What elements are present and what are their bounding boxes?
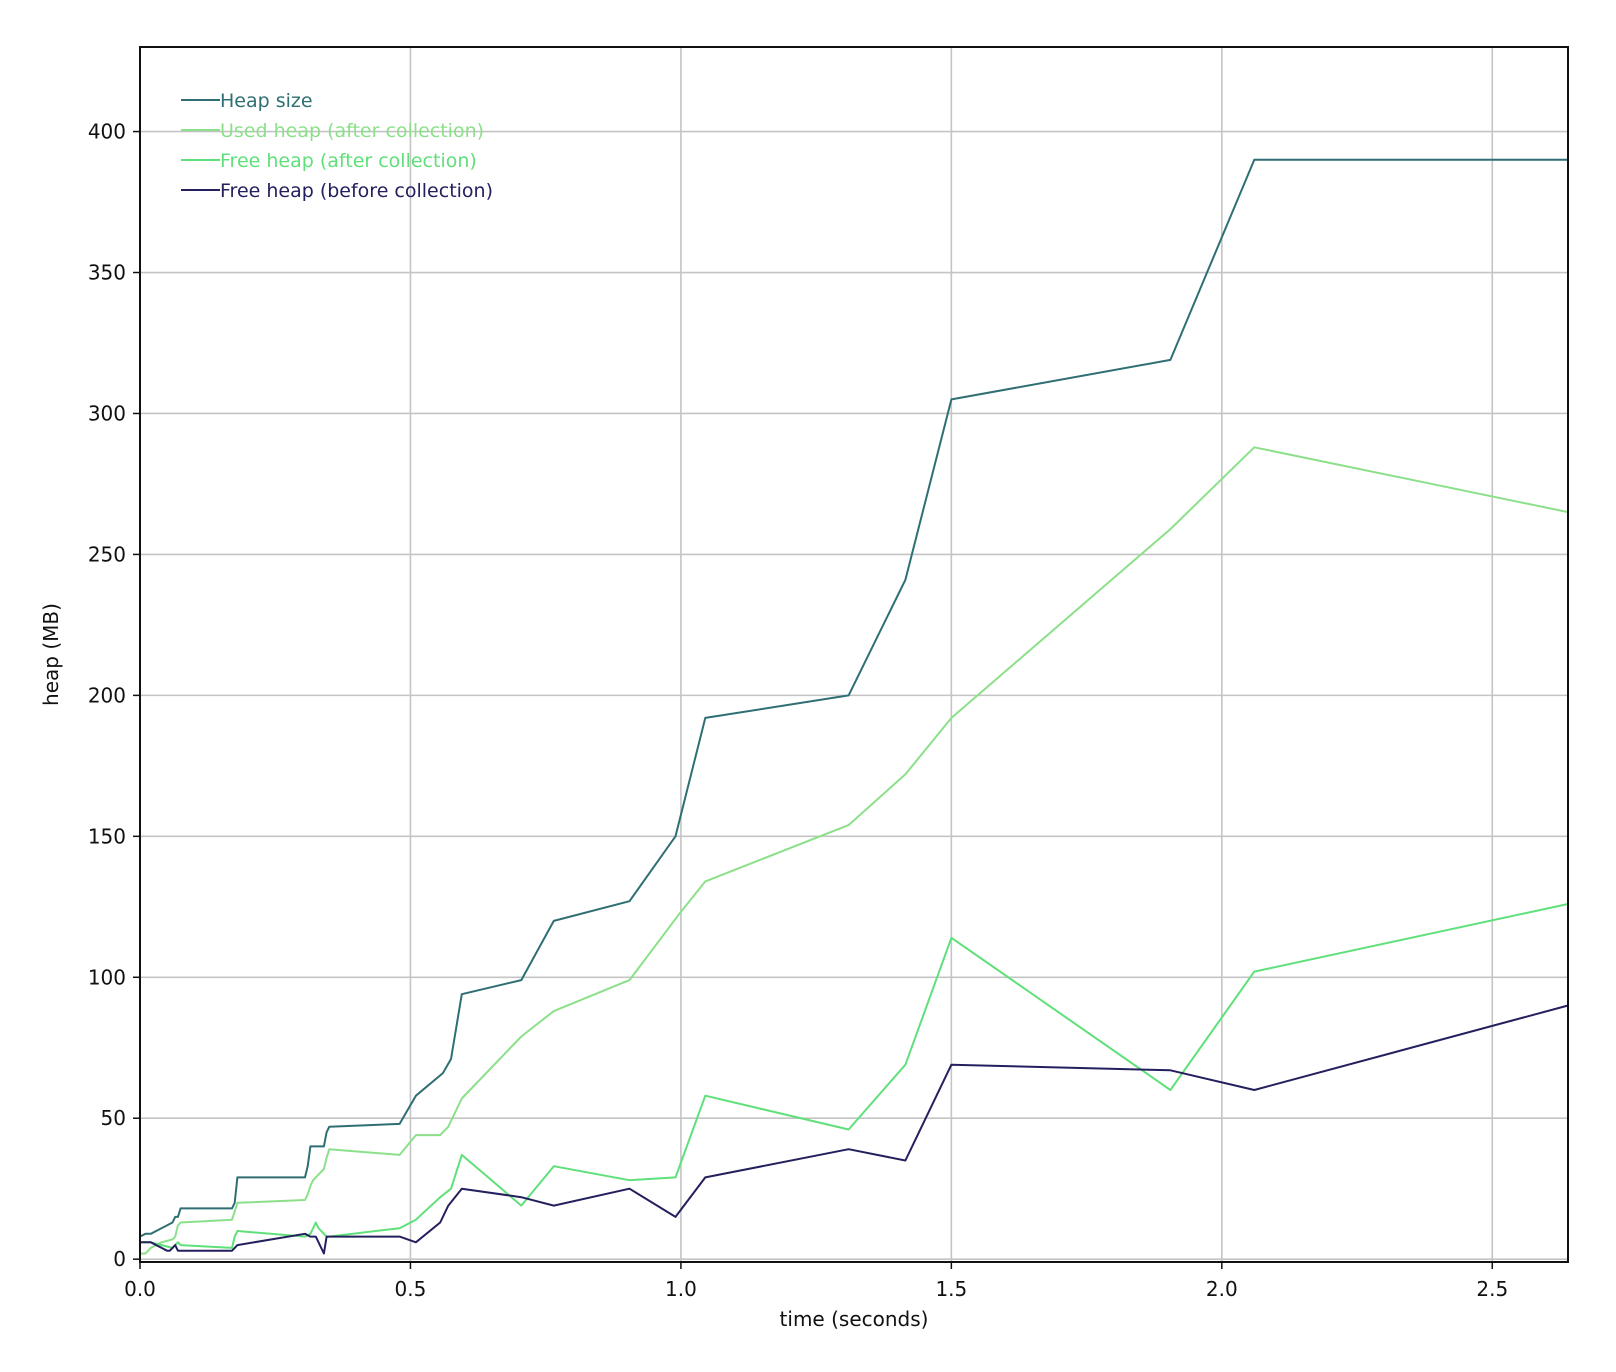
y-axis-label: heap (MB) bbox=[39, 603, 63, 706]
y-tick-label: 100 bbox=[88, 965, 126, 989]
grid-lines bbox=[139, 47, 1568, 1262]
y-tick-label: 200 bbox=[88, 683, 126, 707]
series-line-3 bbox=[140, 903, 1569, 1249]
y-tick-label: 50 bbox=[101, 1106, 126, 1130]
x-tick-label: 2.5 bbox=[1476, 1277, 1508, 1301]
legend-label: Heap size bbox=[220, 90, 313, 112]
x-tick-label: 1.5 bbox=[935, 1277, 967, 1301]
series-line-4 bbox=[140, 1004, 1569, 1255]
y-tick-label: 300 bbox=[88, 401, 126, 425]
y-tick-label: 350 bbox=[88, 261, 126, 285]
series-line-1 bbox=[139, 158, 1568, 1238]
y-tick-label: 150 bbox=[88, 824, 126, 848]
series-lines bbox=[139, 158, 1569, 1255]
plot-frame bbox=[139, 46, 1569, 1263]
x-axis-label: time (seconds) bbox=[780, 1307, 929, 1331]
axis-ticks: 0.0 0.5 1.0 1.5 2.0 2.5 0 50 100 150 200 250 300 350 4… bbox=[88, 120, 1508, 1301]
x-tick-label: 0.5 bbox=[395, 1277, 427, 1301]
y-tick-label: 250 bbox=[88, 542, 126, 566]
y-tick-label: 0 bbox=[113, 1247, 126, 1271]
legend: Heap size Used heap (after collection) Fre… bbox=[181, 90, 493, 202]
legend-label: Free heap (after collection) bbox=[220, 150, 477, 172]
x-tick-label: 2.0 bbox=[1206, 1277, 1238, 1301]
legend-label: Used heap (after collection) bbox=[220, 120, 484, 142]
x-tick-label: 1.0 bbox=[665, 1277, 697, 1301]
x-tick-label: 0.0 bbox=[124, 1277, 156, 1301]
legend-label: Free heap (before collection) bbox=[220, 180, 493, 202]
y-tick-label: 400 bbox=[88, 120, 126, 144]
series-line-2 bbox=[140, 446, 1569, 1255]
